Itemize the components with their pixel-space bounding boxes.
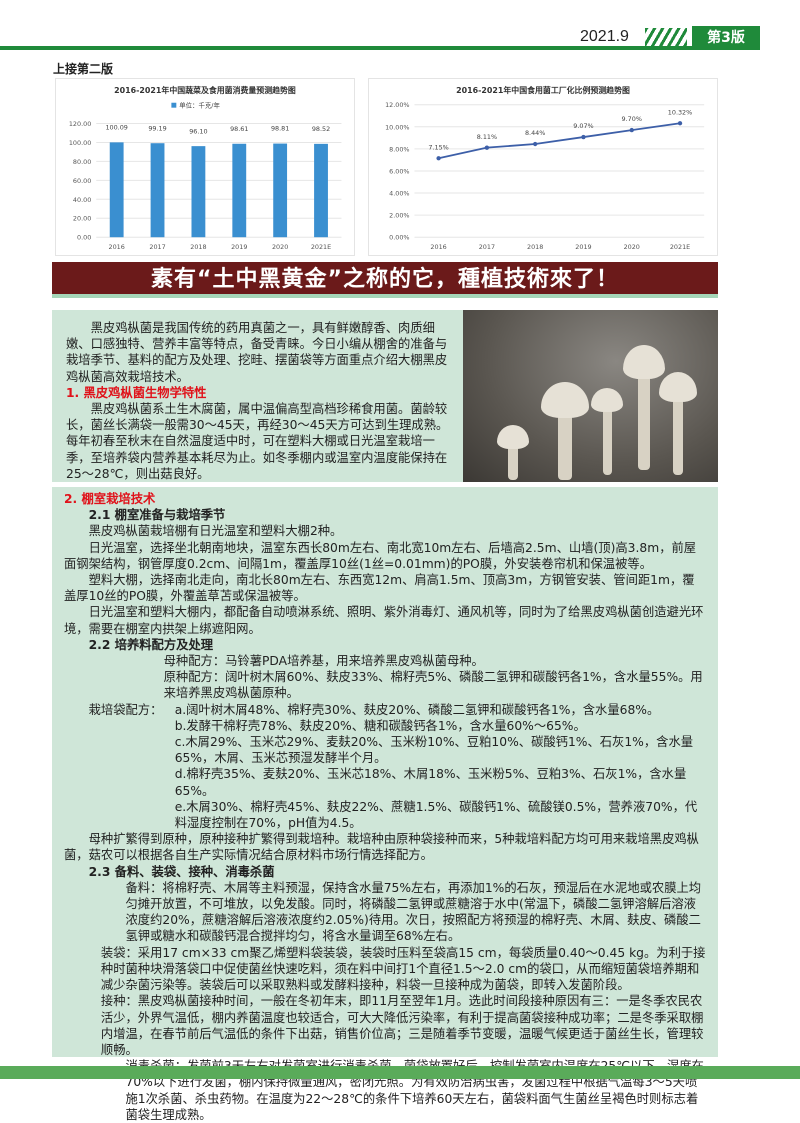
footer-bar xyxy=(0,1066,800,1079)
list-item: a.阔叶树木屑48%、棉籽壳30%、麸皮20%、磷酸二氢钾和碳酸钙各1%，含水量… xyxy=(174,702,660,717)
label: 栽培袋配方： xyxy=(88,702,163,717)
data-label: 99.19 xyxy=(148,124,166,132)
data-point xyxy=(629,127,634,133)
chart-title: 2016-2021年中国食用菌工厂化比例预测趋势图 xyxy=(456,85,630,95)
x-tick-label: 2016 xyxy=(430,243,446,251)
subsection-heading: 2.3 备料、装袋、接种、消毒杀菌 xyxy=(88,864,275,879)
x-tick-label: 2017 xyxy=(479,243,495,251)
continued-note: 上接第二版 xyxy=(53,62,114,76)
paragraph: 母种配方：马铃薯PDA培养基，用来培养黑皮鸡枞菌母种。 xyxy=(163,654,484,669)
data-point xyxy=(532,141,538,147)
paragraph: 原种配方：阔叶树木屑60%、麸皮33%、棉籽壳5%、磷酸二氢钾和碳酸钙各1%，含… xyxy=(163,670,703,701)
y-tick-label: 2.00% xyxy=(389,212,409,220)
bar xyxy=(191,146,206,238)
x-tick-label: 2021E xyxy=(311,243,331,251)
header-rule xyxy=(0,46,760,50)
data-label: 7.15% xyxy=(428,143,448,151)
bag-formula-list: 栽培袋配方： a.阔叶树木屑48%、棉籽壳30%、麸皮20%、磷酸二氢钾和碳酸钙… xyxy=(64,702,706,832)
line-chart: 2016-2021年中国食用菌工厂化比例预测趋势图 0.00% 2.00% 4.00%… xyxy=(368,78,718,256)
x-tick-label: 2016 xyxy=(109,243,125,251)
bar xyxy=(109,142,124,238)
bar xyxy=(150,143,165,238)
subsection-heading: 2.1 棚室准备与栽培季节 xyxy=(88,508,226,523)
y-tick-label: 4.00% xyxy=(389,190,409,198)
y-tick-label: 10.00% xyxy=(385,123,409,131)
x-tick-label: 2021E xyxy=(670,243,690,251)
y-tick-label: 20.00 xyxy=(73,215,91,223)
mushroom-photo xyxy=(463,310,718,482)
bar xyxy=(314,143,328,238)
data-point xyxy=(677,121,683,126)
y-tick-label: 8.00% xyxy=(389,145,409,153)
y-tick-label: 12.00% xyxy=(385,101,409,109)
intro-paragraph: 黑皮鸡枞菌系土生木腐菌，属中温偏高型高档珍稀食用菌。菌龄较长，菌丝长满袋一般需3… xyxy=(66,402,449,481)
data-point xyxy=(436,156,441,161)
data-label: 100.09 xyxy=(105,124,127,132)
bar xyxy=(232,143,247,238)
section-heading: 2. 棚室栽培技术 xyxy=(64,492,156,506)
legend-swatch xyxy=(171,102,177,108)
data-label: 10.32% xyxy=(668,108,692,116)
data-point xyxy=(484,145,490,150)
paragraph: 塑料大棚，选择南北走向，南北长80m左右、东西宽12m、肩高1.5m、顶高3m，… xyxy=(64,573,695,604)
x-tick-label: 2019 xyxy=(575,243,591,251)
paragraph: 日光温室和塑料大棚内，都配备自动喷淋系统、照明、紫外消毒灯、通风机等，同时为了给… xyxy=(64,605,704,636)
x-tick-label: 2017 xyxy=(149,243,165,251)
legend-label: 单位：千克/年 xyxy=(179,101,220,110)
y-tick-label: 40.00 xyxy=(73,196,91,204)
y-tick-label: 100.00 xyxy=(69,139,91,147)
list-item: b.发酵干棉籽壳78%、麸皮20%、糖和碳酸钙各1%，含水量60%～65%。 xyxy=(174,718,586,733)
data-point xyxy=(581,134,586,140)
headline-banner: 素有“土中黑黄金”之称的它，種植技術來了！ xyxy=(52,262,718,298)
data-label: 96.10 xyxy=(189,127,207,135)
bar-chart: 2016-2021年中国蔬菜及食用菌消费量预测趋势图单位：千克/年 0.00 20.… xyxy=(55,78,355,256)
x-tick-label: 2018 xyxy=(190,243,206,251)
paragraph: 日光温室，选择坐北朝南地块，温室东西长80m左右、南北宽10m左右、后墙高2.5… xyxy=(64,540,697,571)
bar xyxy=(273,143,288,238)
series-line xyxy=(438,122,681,160)
y-tick-label: 0.00% xyxy=(389,234,409,242)
data-label: 9.70% xyxy=(622,115,642,123)
list-item: e.木屑30%、棉籽壳45%、麸皮22%、蔗糖1.5%、碳酸钙1%、硫酸镁0.5… xyxy=(174,799,698,831)
header-stripes xyxy=(645,28,687,46)
main-article-box: 2. 棚室栽培技术 2.1 棚室准备与栽培季节 黑皮鸡枞菌栽培棚有日光温室和塑料… xyxy=(52,487,718,1122)
y-tick-label: 0.00 xyxy=(77,234,91,242)
paragraph: 接种：黑皮鸡枞菌接种时间，一般在冬初年末，即11月至翌年1月。选此时间段接种原因… xyxy=(100,994,704,1057)
data-label: 98.61 xyxy=(230,125,248,133)
data-label: 8.11% xyxy=(477,133,497,141)
y-tick-label: 80.00 xyxy=(73,158,91,166)
section-heading: 1. 黑皮鸡枞菌生物学特性 xyxy=(66,385,207,400)
y-tick-label: 60.00 xyxy=(73,177,91,185)
x-tick-label: 2018 xyxy=(527,243,543,251)
chart-title: 2016-2021年中国蔬菜及食用菌消费量预测趋势图 xyxy=(114,85,296,95)
list-item: d.棉籽壳35%、麦麸20%、玉米芯18%、木屑18%、玉米粉5%、豆粕3%、石… xyxy=(174,767,687,798)
y-tick-label: 6.00% xyxy=(389,167,409,175)
paragraph: 装袋：采用17 cm×33 cm聚乙烯塑料袋装袋，装袋时压料至袋高15 cm，每… xyxy=(100,945,706,993)
edition-badge: 第3版 xyxy=(692,26,760,50)
subsection-heading: 2.2 培养料配方及处理 xyxy=(88,637,214,652)
x-tick-label: 2019 xyxy=(231,243,247,251)
paragraph: 黑皮鸡枞菌栽培棚有日光温室和塑料大棚2种。 xyxy=(88,524,343,539)
paragraph: 备料：将棉籽壳、木屑等主料预湿，保持含水量75%左右，再添加1%的石灰，预湿后在… xyxy=(125,880,702,944)
data-label: 98.52 xyxy=(312,125,330,133)
y-tick-label: 120.00 xyxy=(69,120,91,128)
list-item: c.木屑29%、玉米芯29%、麦麸20%、玉米粉10%、豆粕10%、碳酸钙1%、… xyxy=(174,735,694,766)
x-tick-label: 2020 xyxy=(624,243,640,251)
intro-paragraph: 黑皮鸡枞菌是我国传统的药用真菌之一，具有鲜嫩醇香、肉质细嫩、口感独特、营养丰富等… xyxy=(66,321,448,384)
issue-date: 2021.9 xyxy=(580,28,629,45)
paragraph: 母种扩繁得到原种，原种接种扩繁得到栽培种。栽培种由原种袋接种而来，5种栽培料配方… xyxy=(64,832,699,863)
intro-box: 黑皮鸡枞菌是我国传统的药用真菌之一，具有鲜嫩醇香、肉质细嫩、口感独特、营养丰富等… xyxy=(52,310,463,482)
data-label: 98.81 xyxy=(271,125,289,133)
x-tick-label: 2020 xyxy=(272,243,288,251)
data-label: 8.44% xyxy=(525,129,545,137)
data-label: 9.07% xyxy=(573,122,593,130)
